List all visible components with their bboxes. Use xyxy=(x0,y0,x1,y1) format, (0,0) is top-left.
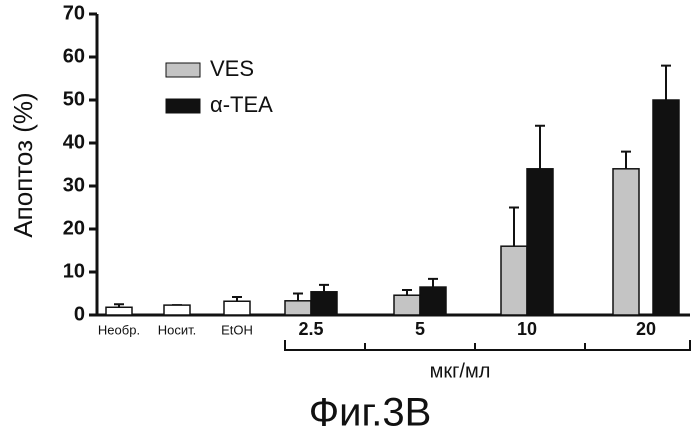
y-tick-label: 40 xyxy=(63,131,85,153)
legend-label: VES xyxy=(210,56,254,81)
bar xyxy=(164,305,190,315)
x-tick-label: 20 xyxy=(636,319,656,339)
error-bar xyxy=(621,152,631,169)
bar xyxy=(653,100,679,315)
bar xyxy=(394,295,420,315)
caption: Фиг.3В xyxy=(309,391,432,435)
error-bar xyxy=(661,66,671,100)
y-tick-label: 70 xyxy=(63,2,85,24)
x-tick-label: EtOH xyxy=(221,322,253,337)
y-axis-label: Апоптоз (%) xyxy=(8,92,38,237)
bar xyxy=(106,307,132,315)
error-bar xyxy=(535,126,545,169)
x-tick-label: 5 xyxy=(415,319,425,339)
error-bar xyxy=(428,279,438,287)
error-bar xyxy=(293,294,303,301)
error-bar xyxy=(509,208,519,247)
bar xyxy=(613,169,639,315)
x-tick-label: 10 xyxy=(517,319,537,339)
bar xyxy=(224,301,250,315)
bar xyxy=(285,301,311,315)
bar xyxy=(311,292,337,315)
error-bar xyxy=(319,285,329,292)
bar xyxy=(527,169,553,315)
error-bar xyxy=(402,290,412,295)
legend-swatch xyxy=(166,63,200,77)
y-tick-label: 20 xyxy=(63,217,85,239)
y-tick-label: 50 xyxy=(63,88,85,110)
y-tick-label: 0 xyxy=(74,303,85,325)
x-axis-label: мкг/мл xyxy=(430,360,491,382)
bar xyxy=(420,287,446,315)
legend-label: α-TEA xyxy=(210,92,273,117)
bar xyxy=(501,246,527,315)
y-tick-label: 30 xyxy=(63,174,85,196)
x-tick-label: Необр. xyxy=(98,322,140,337)
chart: Апоптоз (%) мкг/мл Фиг.3В 0 10 20 30 40 50 60 7… xyxy=(0,0,699,442)
x-tick-label: 2.5 xyxy=(298,319,323,339)
y-tick-label: 10 xyxy=(63,260,85,282)
group-bracket xyxy=(285,340,690,350)
legend-swatch xyxy=(166,99,200,113)
y-tick-label: 60 xyxy=(63,45,85,67)
x-tick-label: Носит. xyxy=(158,322,197,337)
